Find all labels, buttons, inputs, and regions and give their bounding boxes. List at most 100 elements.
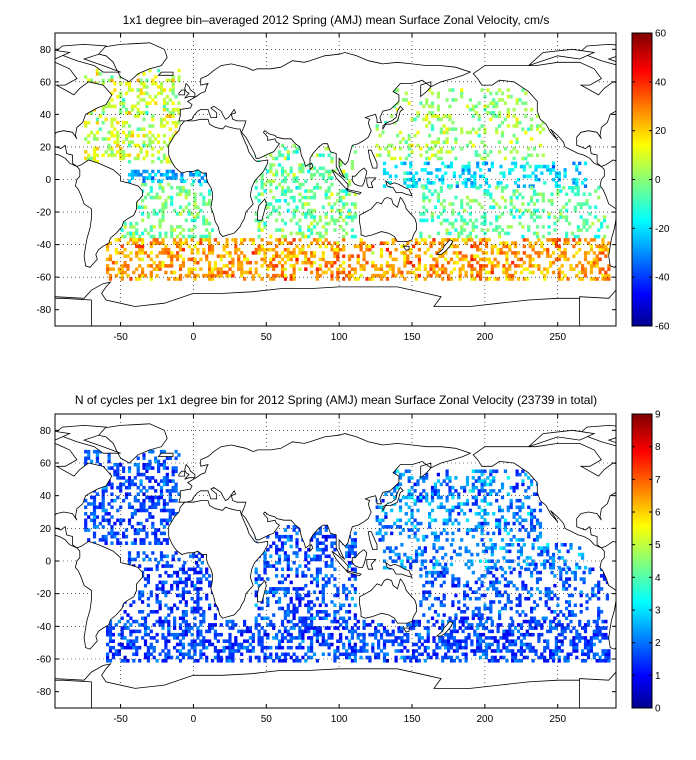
data-cell [286,554,290,559]
data-cell [393,485,397,490]
data-cell [178,626,183,630]
data-cell [519,257,524,262]
data-cell [129,632,133,637]
data-cell [492,574,496,578]
data-cell [489,101,493,105]
data-cell [213,267,218,271]
data-cell [484,177,489,182]
data-cell [148,176,152,180]
data-cell [165,173,169,177]
data-cell [535,192,540,197]
data-cell [503,590,508,594]
data-cell [495,225,499,229]
x-tick-label: 200 [477,332,494,343]
data-cell [381,498,385,503]
data-cell [92,133,97,138]
data-cell [530,521,534,526]
data-cell [407,101,411,105]
data-cell [260,179,264,184]
data-cell [359,244,363,249]
data-cell [428,512,432,516]
data-cell [465,528,470,532]
data-cell [101,505,105,510]
data-cell [430,531,435,536]
data-cell [145,169,149,174]
data-cell [162,525,167,529]
data-cell [228,639,232,643]
data-cell [509,485,513,490]
data-cell [304,564,308,568]
data-cell [467,549,471,554]
data-cell [592,238,596,242]
data-cell [181,610,186,614]
data-cell [476,552,480,557]
data-cell [237,649,241,653]
data-cell [155,564,159,568]
data-cell [379,241,384,245]
data-cell [117,652,121,657]
data-cell [184,570,188,575]
data-cell [219,270,223,275]
data-cell [496,251,500,255]
data-cell [104,150,108,154]
data-cell [422,199,426,203]
data-cell [90,156,94,161]
data-cell [495,91,499,96]
data-cell [573,208,577,213]
data-cell [582,225,586,229]
data-cell [148,463,152,467]
data-cell [397,556,401,560]
data-cell [550,610,554,614]
data-cell [283,146,288,151]
data-cell [275,228,279,232]
data-cell [127,88,132,92]
data-cell [390,531,394,536]
data-cell [202,273,206,278]
data-cell [228,267,232,271]
data-cell [414,277,419,281]
data-cell [598,267,602,271]
data-cell [436,117,441,122]
data-cell [130,482,135,487]
data-cell [280,169,285,174]
data-cell [441,264,445,268]
data-cell [430,114,435,118]
data-cell [581,267,585,271]
data-cell [196,564,200,568]
data-cell [129,603,133,608]
data-cell [234,241,238,245]
data-cell [283,247,288,252]
data-cell [199,234,203,239]
data-cell [318,273,322,278]
data-cell [108,277,113,281]
data-cell [449,238,454,242]
data-cell [167,652,171,657]
data-cell [498,231,502,236]
data-cell [254,619,258,624]
data-cell [269,163,273,167]
data-cell [498,111,502,115]
data-cell [607,277,611,281]
data-cell [532,231,537,236]
data-cell [132,639,136,643]
data-cell [458,251,462,255]
data-cell [473,267,477,271]
data-cell [455,184,459,188]
data-cell [132,642,136,647]
data-cell [122,531,126,536]
data-cell [310,264,314,268]
data-cell [165,78,169,83]
data-cell [193,244,197,249]
data-cell [483,512,487,516]
data-cell [248,636,253,640]
data-cell [423,168,427,172]
data-cell [428,189,432,193]
data-cell [516,562,521,567]
data-cell [518,521,522,526]
data-cell [503,186,508,190]
data-cell [557,277,561,281]
data-cell [263,616,267,621]
data-cell [106,642,110,647]
data-cell [162,508,167,513]
data-cell [286,257,290,262]
